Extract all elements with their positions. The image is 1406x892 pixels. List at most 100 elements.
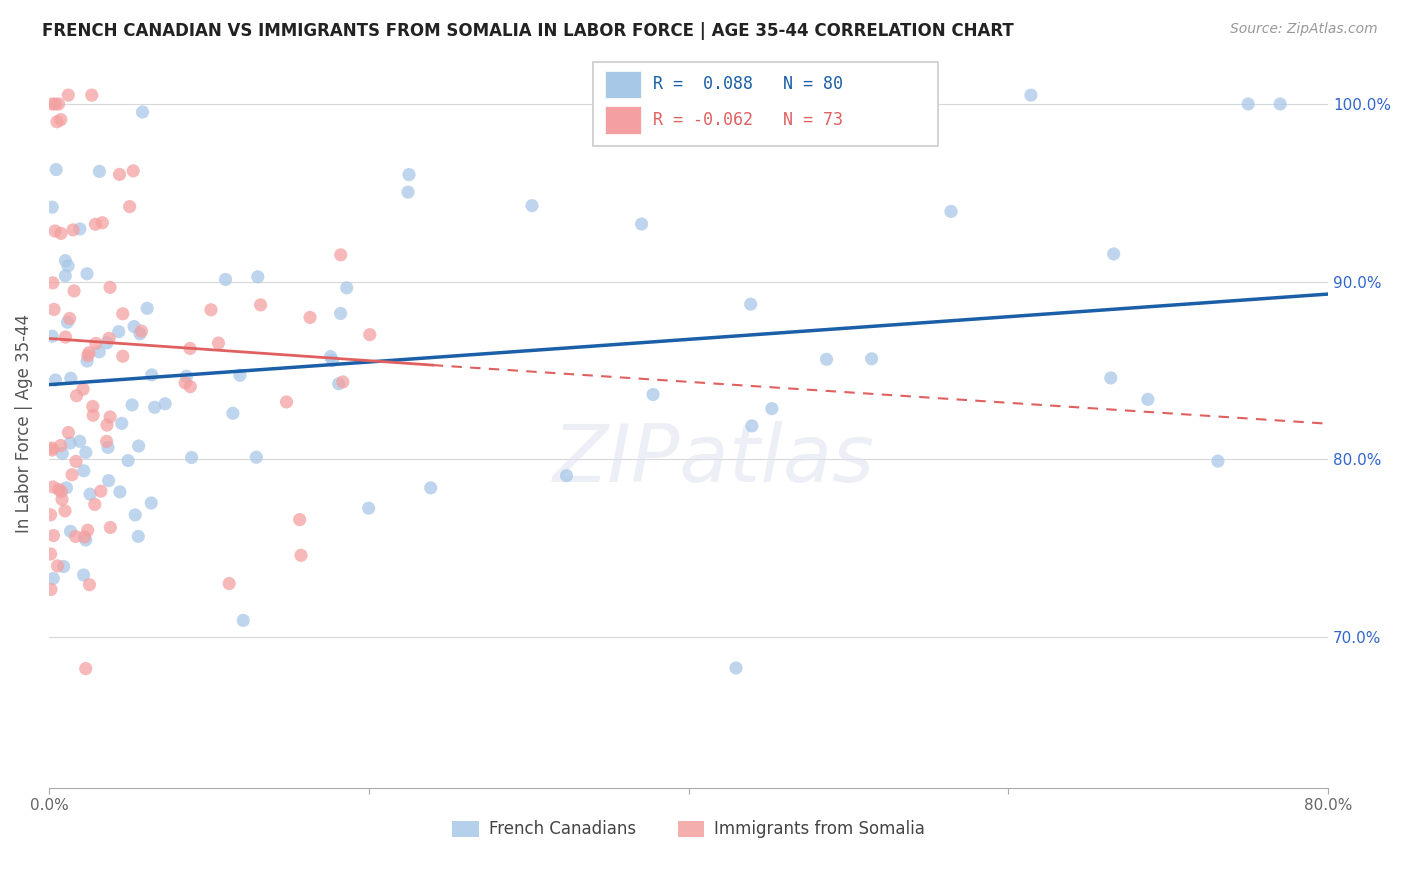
Point	[84, 336, 107, 351]
Point	[79, 578, 101, 592]
Point	[69, 222, 91, 236]
Point	[1099, 371, 1122, 385]
Point	[48, 97, 70, 112]
Point	[332, 375, 354, 389]
Point	[76, 523, 98, 537]
Point	[97, 474, 120, 488]
Point	[328, 376, 350, 391]
Point	[42, 302, 65, 317]
Point	[232, 614, 254, 628]
Point	[89, 164, 111, 178]
Point	[1206, 454, 1229, 468]
Point	[53, 504, 76, 518]
Point	[62, 223, 84, 237]
Point	[329, 248, 352, 262]
Point	[1270, 97, 1292, 112]
Point	[96, 418, 118, 433]
Point	[98, 331, 121, 345]
Point	[75, 445, 97, 459]
Point	[49, 112, 72, 127]
Point	[60, 467, 83, 482]
Point	[98, 280, 121, 294]
Point	[82, 409, 104, 423]
Point	[245, 450, 267, 465]
Point	[860, 351, 883, 366]
Point	[80, 88, 103, 103]
Point	[107, 325, 129, 339]
Point	[53, 253, 76, 268]
Text: FRENCH CANADIAN VS IMMIGRANTS FROM SOMALIA IN LABOR FORCE | AGE 35-44 CORRELATIO: FRENCH CANADIAN VS IMMIGRANTS FROM SOMAL…	[42, 22, 1014, 40]
Point	[299, 310, 322, 325]
Point	[90, 484, 112, 499]
Point	[42, 480, 65, 494]
Bar	[606, 106, 641, 134]
Point	[290, 549, 312, 563]
Point	[131, 324, 153, 338]
Point	[200, 302, 222, 317]
Point	[117, 453, 139, 467]
Point	[357, 501, 380, 516]
Point	[398, 168, 420, 182]
Point	[180, 450, 202, 465]
Point	[1102, 247, 1125, 261]
Point	[82, 400, 104, 414]
Point	[98, 520, 121, 534]
Point	[59, 371, 82, 385]
Point	[72, 382, 94, 396]
Point	[176, 369, 198, 384]
Point	[51, 484, 73, 499]
Legend: French Canadians, Immigrants from Somalia: French Canadians, Immigrants from Somali…	[446, 814, 932, 845]
Point	[520, 199, 543, 213]
Text: ZIPatlas: ZIPatlas	[553, 421, 875, 500]
Point	[419, 481, 441, 495]
Point	[42, 528, 65, 542]
Point	[153, 397, 176, 411]
Point	[136, 301, 159, 316]
Point	[51, 492, 73, 507]
Point	[76, 349, 98, 363]
Point	[69, 434, 91, 449]
Point	[111, 349, 134, 363]
Point	[84, 217, 107, 231]
Point	[97, 441, 120, 455]
Point	[73, 530, 96, 544]
Point	[108, 168, 131, 182]
Point	[72, 568, 94, 582]
Point	[214, 272, 236, 286]
Point	[59, 524, 82, 539]
Point	[96, 335, 118, 350]
Point	[41, 441, 63, 455]
Point	[59, 311, 82, 326]
Point	[336, 281, 359, 295]
Point	[39, 582, 62, 597]
Point	[55, 330, 77, 344]
Point	[141, 368, 163, 382]
Point	[46, 115, 69, 129]
Point	[207, 336, 229, 351]
Point	[41, 200, 63, 214]
Point	[249, 298, 271, 312]
Point	[53, 268, 76, 283]
Point	[44, 373, 66, 387]
Point	[52, 559, 75, 574]
Point	[127, 529, 149, 543]
Point	[741, 418, 763, 433]
Point	[359, 327, 381, 342]
Y-axis label: In Labor Force | Age 35-44: In Labor Force | Age 35-44	[15, 314, 32, 533]
Point	[124, 508, 146, 522]
Point	[44, 97, 66, 112]
Point	[46, 558, 69, 573]
Point	[122, 164, 145, 178]
Point	[329, 306, 352, 320]
Point	[65, 529, 87, 543]
Point	[76, 354, 98, 368]
Point	[229, 368, 252, 383]
Point	[321, 353, 343, 368]
Point	[218, 576, 240, 591]
Point	[51, 446, 73, 460]
Point	[131, 105, 153, 120]
Point	[45, 162, 67, 177]
Point	[91, 216, 114, 230]
Point	[1019, 88, 1042, 103]
Point	[96, 434, 118, 449]
